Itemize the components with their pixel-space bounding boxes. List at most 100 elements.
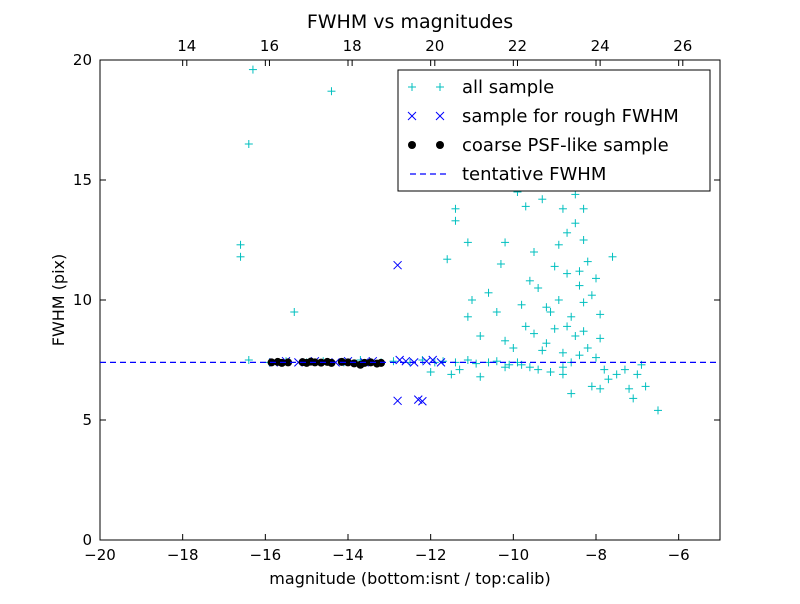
all-sample-point [492,357,501,366]
all-sample-point [530,329,538,338]
all-sample-point [501,238,510,247]
all-sample-point [542,339,551,348]
top-x-tick-label: 20 [425,37,444,55]
all-sample-point [505,360,514,369]
rough-fwhm-point [401,356,411,366]
all-sample-point [587,382,596,391]
psf-like-point [344,358,352,367]
x-tick-label: −20 [84,546,116,564]
y-axis-label: FWHM (pix) [49,254,68,347]
all-sample-point [587,291,596,300]
all-sample-point [641,382,650,391]
all-sample-point [472,359,481,368]
all-sample-point [476,372,485,381]
all-sample-point [463,238,472,247]
all-sample-point [521,322,530,331]
legend-entry: sample for rough FWHM [407,106,679,127]
all-sample-point [550,262,559,271]
legend-label: all sample [462,77,554,98]
all-sample-point [443,255,452,264]
top-x-tick-label: 26 [673,37,692,55]
all-sample-point [538,346,547,355]
all-sample-point [612,370,621,379]
all-sample-point [463,356,472,364]
all-sample-point [571,219,580,228]
all-sample-point [521,202,530,211]
all-sample-point [468,296,476,304]
top-x-tick-label: 16 [260,37,279,55]
all-sample-point [484,288,493,297]
all-sample-point [525,276,534,285]
legend-entry: coarse PSF-like sample [408,135,669,156]
all-sample-point [244,356,253,364]
all-sample-point [248,65,257,74]
all-sample-point [596,310,605,319]
x-tick-label: −6 [668,546,690,564]
x-tick-label: −16 [250,546,282,564]
top-x-tick-label: 22 [508,37,527,55]
all-sample-point [575,351,584,360]
all-sample-point [608,252,617,261]
all-sample-point [501,336,510,345]
points-layer [100,65,720,415]
all-sample-point [451,216,460,225]
all-sample-point [571,332,580,340]
all-sample-point [546,308,555,316]
legend-label: sample for rough FWHM [462,106,679,127]
all-sample-point [625,384,634,393]
all-sample-point [426,368,435,376]
legend-label: tentative FWHM [462,164,606,185]
all-sample-point [620,365,629,374]
rough-fwhm-point [393,260,402,270]
all-sample-point [517,300,526,309]
all-sample-point [534,365,543,374]
legend-entry: tentative FWHM [410,164,606,185]
all-sample-point [563,269,572,278]
legend-entry: all sample [408,77,554,98]
all-sample-point [554,296,563,304]
top-x-tick-label: 14 [177,37,196,55]
all-sample-point [654,406,662,415]
all-sample-point [455,365,464,374]
all-sample-point [558,370,567,379]
x-tick-label: −12 [415,546,447,564]
all-sample-point [579,298,588,307]
all-sample-point [563,322,572,331]
all-sample-point [563,228,572,237]
all-sample-point [575,267,584,276]
rough-fwhm-point [393,396,402,406]
all-sample-point [492,308,501,316]
y-tick-label: 0 [82,531,92,549]
y-tick-label: 5 [82,411,92,429]
all-sample-point [579,327,588,336]
all-sample-point [558,204,567,213]
all-sample-point [290,308,299,316]
all-sample-point [575,281,584,290]
all-sample-point [476,332,485,340]
chart-title: FWHM vs magnitudes [307,11,513,33]
legend: all sample sample for rough FWHM coarse PS… [397,69,711,192]
all-sample-point [596,384,605,393]
legend-marker [408,83,416,91]
all-sample-point [534,284,543,292]
all-sample-point [567,312,576,321]
all-sample-point [327,87,336,96]
all-sample-point [558,363,567,372]
all-sample-point [509,344,518,352]
all-sample-point [389,357,398,366]
all-sample-point [629,394,638,403]
all-sample-point [571,190,580,199]
all-sample-point [583,344,592,352]
all-sample-point [633,370,642,379]
all-sample-point [554,240,563,249]
all-sample-point [451,204,460,213]
x-axis-label: magnitude (bottom:isnt / top:calib) [269,569,550,588]
top-x-tick-label: 24 [591,37,610,55]
all-sample-point [604,375,613,384]
all-sample-point [550,324,559,333]
rough-fwhm-point [418,396,427,406]
legend-box [397,69,711,192]
legend-marker [435,111,445,121]
top-x-tick-label: 18 [343,37,362,55]
